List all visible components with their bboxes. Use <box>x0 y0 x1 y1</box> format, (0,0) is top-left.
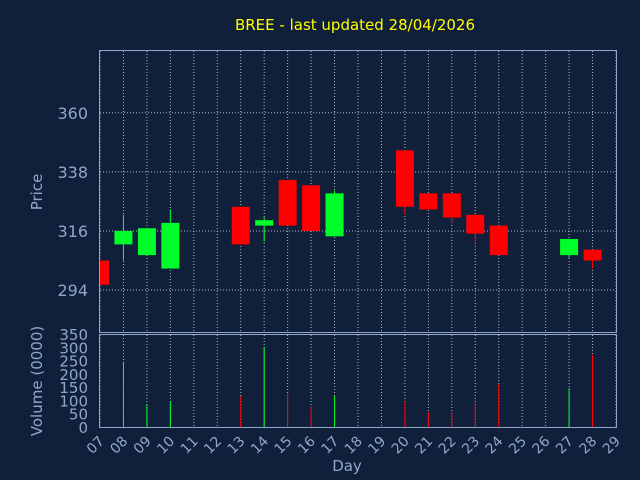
tick-labels: 07 08 09 10 11 12 13 14 15 16 17 18 19 20 21 22 23 24 25 26… <box>57 104 623 458</box>
candle-body <box>583 249 602 261</box>
price-tick-label: 360 <box>57 104 88 123</box>
x-tick-label: 21 <box>412 434 436 458</box>
candle-body <box>255 220 274 226</box>
volume-tick-label: 350 <box>59 326 88 344</box>
volume-tick-label: 150 <box>59 379 88 397</box>
x-tick-label: 26 <box>530 433 554 457</box>
volume-tick-label: 300 <box>59 339 88 357</box>
price-tick-label: 316 <box>57 222 88 241</box>
volume-axis-label: Volume (0000) <box>28 326 46 436</box>
x-tick-label: 15 <box>272 434 296 458</box>
price-panel <box>99 150 602 285</box>
x-tick-label: 10 <box>154 434 178 458</box>
candle-body <box>278 179 297 226</box>
candle-body <box>231 206 250 245</box>
x-tick-label: 29 <box>600 434 624 458</box>
x-tick-label: 07 <box>84 434 108 458</box>
candle-body <box>395 150 414 207</box>
x-tick-label: 27 <box>553 434 577 458</box>
x-tick-label: 23 <box>459 434 483 458</box>
x-tick-label: 16 <box>295 433 319 457</box>
volume-panel-frame <box>99 334 617 428</box>
x-tick-label: 20 <box>389 434 413 458</box>
price-tick-label: 338 <box>57 163 88 182</box>
volume-tick-label: 0 <box>78 419 88 437</box>
candle-body <box>100 260 109 285</box>
x-tick-label: 22 <box>436 434 460 458</box>
x-tick-label: 11 <box>178 434 202 458</box>
candle-body <box>442 193 461 218</box>
x-tick-label: 25 <box>506 434 530 458</box>
price-axis-label: Price <box>28 174 46 211</box>
volume-tick-label: 100 <box>59 392 88 410</box>
x-tick-label: 13 <box>225 434 249 458</box>
price-panel-frame <box>99 50 617 333</box>
chart-title: BREE - last updated 28/04/2026 <box>235 16 475 34</box>
candle-body <box>560 239 579 256</box>
volume-tick-label: 200 <box>59 366 88 384</box>
candle-body <box>137 228 156 256</box>
x-tick-label: 17 <box>318 434 342 458</box>
x-tick-label: 24 <box>483 433 507 457</box>
candle-body <box>302 185 321 231</box>
candle-body <box>161 222 180 269</box>
x-tick-label: 14 <box>248 433 272 457</box>
x-axis-label: Day <box>332 457 362 475</box>
x-tick-label: 08 <box>107 434 131 458</box>
x-tick-label: 09 <box>131 434 155 458</box>
x-tick-label: 28 <box>576 434 600 458</box>
price-tick-label: 294 <box>57 281 88 300</box>
volume-panel <box>122 346 594 428</box>
candle-body <box>114 230 133 245</box>
x-tick-label: 19 <box>365 434 389 458</box>
candle-body <box>489 225 508 256</box>
candle-body <box>466 214 485 234</box>
volume-tick-label: 50 <box>69 406 88 424</box>
x-tick-label: 18 <box>342 434 366 458</box>
x-tick-label: 12 <box>201 434 225 458</box>
candle-body <box>325 193 344 237</box>
volume-tick-label: 250 <box>59 353 88 371</box>
candle-body <box>419 193 438 210</box>
